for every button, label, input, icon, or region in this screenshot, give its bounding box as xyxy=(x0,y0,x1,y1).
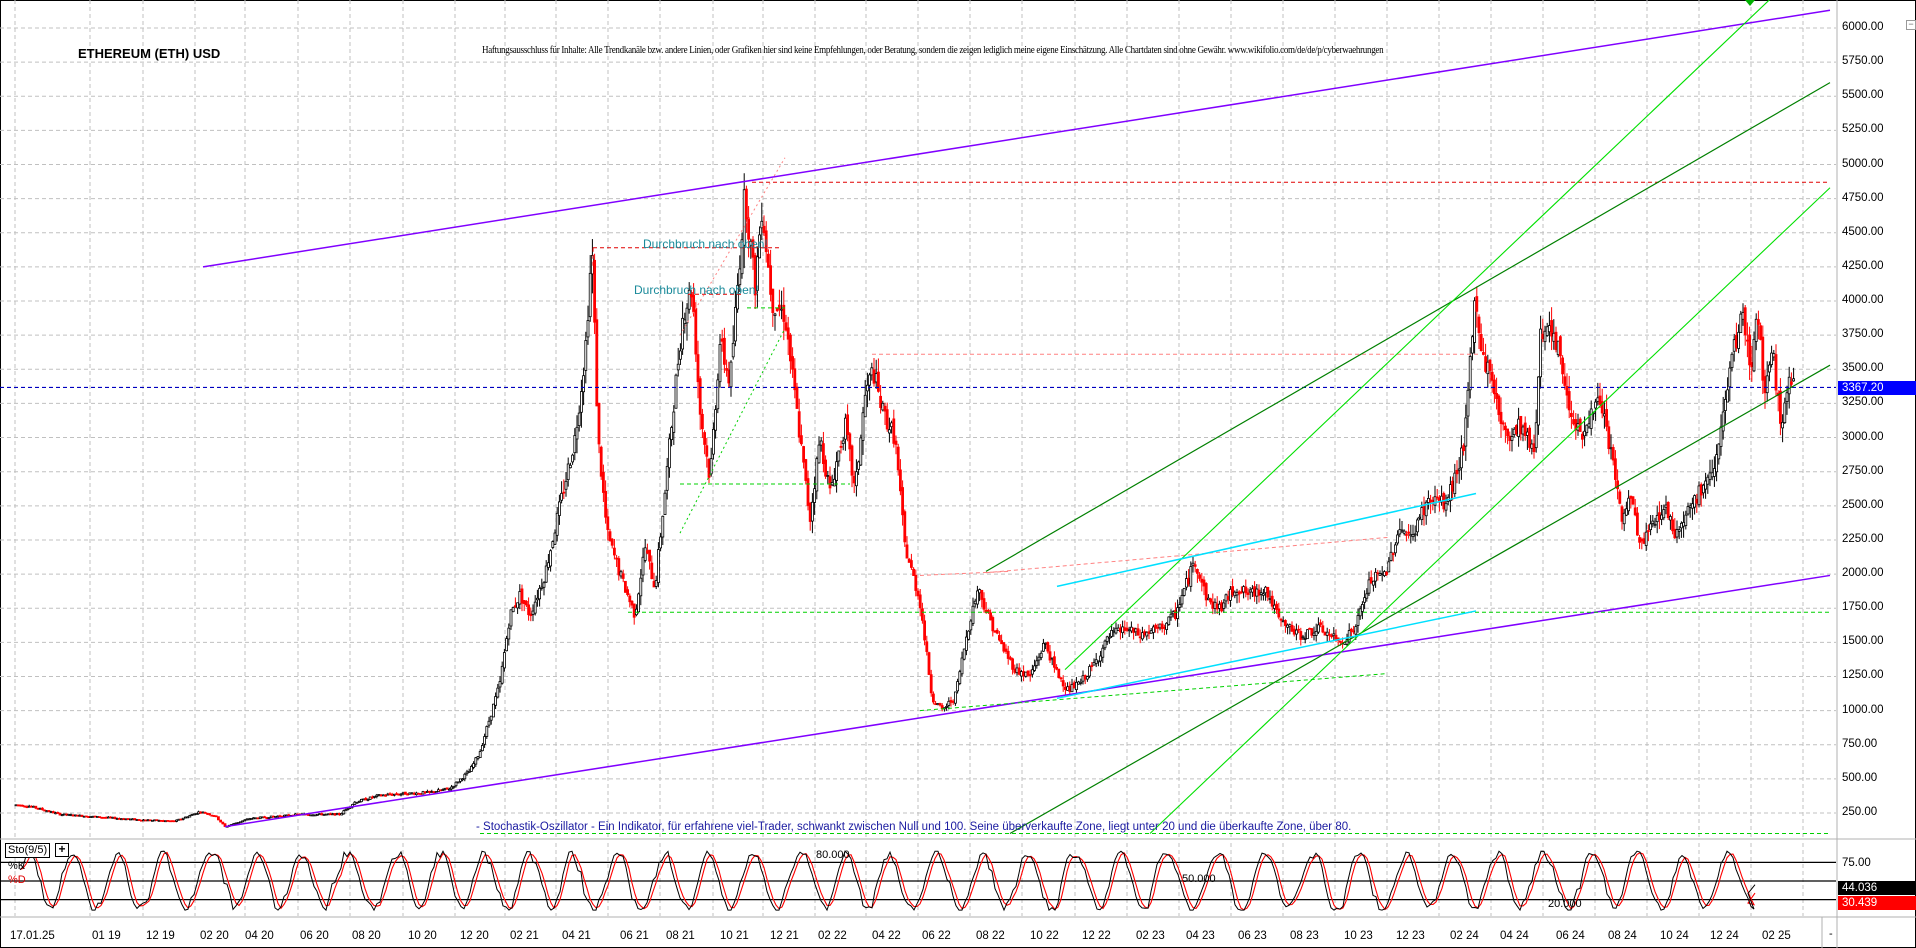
price-axis-label: 3250.00 xyxy=(1842,396,1884,409)
trendline xyxy=(919,570,1011,576)
time-axis-label: 10 21 xyxy=(720,930,749,942)
stochastic-d-line xyxy=(19,851,1756,911)
price-axis-label: 1750.00 xyxy=(1842,601,1884,614)
level-20-label: 20.000 xyxy=(1548,898,1582,910)
price-axis-label: 5750.00 xyxy=(1842,55,1884,68)
cyan-upper xyxy=(1056,492,1477,588)
time-axis-label: 02 21 xyxy=(510,930,539,942)
time-axis-label: 12 23 xyxy=(1396,930,1425,942)
time-axis-label: 08 22 xyxy=(976,930,1005,942)
price-axis-label: 1000.00 xyxy=(1842,703,1884,716)
time-axis-label: 08 24 xyxy=(1608,930,1637,942)
time-axis-label: 06 23 xyxy=(1238,930,1267,942)
price-axis-label: 2750.00 xyxy=(1842,464,1884,477)
price-axis-label: 4750.00 xyxy=(1842,191,1884,204)
time-axis-label: 10 22 xyxy=(1030,930,1059,942)
k-legend: %K xyxy=(8,860,26,872)
price-axis-label: 2250.00 xyxy=(1842,532,1884,545)
time-axis-label: 08 21 xyxy=(666,930,695,942)
add-indicator-icon[interactable]: + xyxy=(55,843,69,857)
indicator-name-box[interactable]: Sto(9/5) xyxy=(5,843,51,858)
time-axis-label: 02 22 xyxy=(818,930,847,942)
time-axis-label: 06 20 xyxy=(300,930,329,942)
chart-title: ETHEREUM (ETH) USD xyxy=(78,46,221,61)
price-axis-label: 3750.00 xyxy=(1842,328,1884,341)
breakout-diagonal xyxy=(679,157,786,336)
signal-marker-icon xyxy=(1745,0,1755,6)
level-80-label: 80.000 xyxy=(816,849,850,861)
time-axis-label: 04 22 xyxy=(872,930,901,942)
time-axis-label: 04 24 xyxy=(1500,930,1529,942)
price-axis-label: 2000.00 xyxy=(1842,567,1884,580)
light-green-lower xyxy=(1149,187,1831,834)
time-axis-label: 02 24 xyxy=(1450,930,1479,942)
time-axis-label: 12 20 xyxy=(460,930,489,942)
dark-green-lower xyxy=(1009,364,1831,834)
time-axis-end-marker: - xyxy=(1829,928,1833,940)
price-axis-label: 3000.00 xyxy=(1842,430,1884,443)
time-axis-label: 04 20 xyxy=(245,930,274,942)
candles xyxy=(14,173,1795,828)
price-axis-label: 250.00 xyxy=(1842,805,1878,818)
time-axis-label: 02 23 xyxy=(1136,930,1165,942)
price-axis-label: 5000.00 xyxy=(1842,157,1884,170)
time-axis-label: 06 24 xyxy=(1556,930,1585,942)
trendline xyxy=(985,536,1391,574)
price-axis-label: 5250.00 xyxy=(1842,123,1884,136)
time-axis-label: 10 20 xyxy=(408,930,437,942)
time-axis-label: 01 19 xyxy=(92,930,121,942)
time-axis-label: 06 21 xyxy=(620,930,649,942)
stochastic-k-line xyxy=(19,850,1756,912)
d-legend: %D xyxy=(8,874,26,886)
time-axis-label: 08 20 xyxy=(352,930,381,942)
sto-axis-75: 75.00 xyxy=(1842,857,1871,869)
time-axis-label: 10 23 xyxy=(1344,930,1373,942)
annotation-breakout-2: Durchbruch nach oben! xyxy=(634,283,759,297)
price-axis-label: 4000.00 xyxy=(1842,294,1884,307)
price-axis-label: 3500.00 xyxy=(1842,362,1884,375)
time-axis-label: 02 25 xyxy=(1762,930,1791,942)
time-axis-label: 04 23 xyxy=(1186,930,1215,942)
time-axis-label: 06 22 xyxy=(922,930,951,942)
annotation-breakout-1: Durchbruch nach oben! xyxy=(643,237,768,251)
cyan-lower xyxy=(1056,610,1477,700)
price-axis-label: 2500.00 xyxy=(1842,498,1884,511)
time-axis-label: 12 22 xyxy=(1082,930,1111,942)
channel-upper xyxy=(202,9,1831,268)
price-axis-label: 6000.00 xyxy=(1842,21,1884,33)
time-axis-label: 12 24 xyxy=(1710,930,1739,942)
stochastic-note: - Stochastik-Oszillator - Ein Indikator,… xyxy=(476,821,1352,833)
time-axis-label: 08 23 xyxy=(1290,930,1319,942)
collapse-panel-icon[interactable]: − xyxy=(1906,20,1916,30)
price-axis-label: 5500.00 xyxy=(1842,89,1884,102)
trendline xyxy=(919,673,1386,712)
disclaimer-text: Haftungsausschluss für Inhalte: Alle Tre… xyxy=(482,45,1384,56)
price-axis-label: 750.00 xyxy=(1842,737,1878,750)
light-green-upper xyxy=(1064,0,1771,671)
time-axis-label: 12 21 xyxy=(770,930,799,942)
time-axis-label: 04 21 xyxy=(562,930,591,942)
price-axis-label: 4250.00 xyxy=(1842,259,1884,272)
trendline xyxy=(679,328,786,534)
level-50-label: 50.000 xyxy=(1182,873,1216,885)
time-axis-label: 17.01.25 xyxy=(10,930,55,942)
time-axis-label: 10 24 xyxy=(1660,930,1689,942)
d-value-tag: 30.439 xyxy=(1838,896,1916,910)
price-axis-label: 4500.00 xyxy=(1842,225,1884,238)
price-axis-label: 1250.00 xyxy=(1842,669,1884,682)
current-price-tag: 3367.20 xyxy=(1838,381,1916,395)
dark-green-upper xyxy=(985,82,1831,572)
k-value-tag: 44.036 xyxy=(1838,881,1916,895)
time-axis-label: 02 20 xyxy=(200,930,229,942)
price-axis-label: 1500.00 xyxy=(1842,635,1884,648)
time-axis-label: 12 19 xyxy=(146,930,175,942)
channel-lower xyxy=(224,574,1831,828)
price-axis-label: 500.00 xyxy=(1842,771,1878,784)
